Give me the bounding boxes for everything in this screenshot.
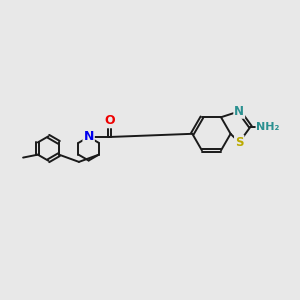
Text: N: N <box>83 130 94 143</box>
Text: S: S <box>235 136 244 149</box>
Text: NH₂: NH₂ <box>256 122 280 132</box>
Text: N: N <box>234 105 244 118</box>
Text: O: O <box>104 114 115 127</box>
